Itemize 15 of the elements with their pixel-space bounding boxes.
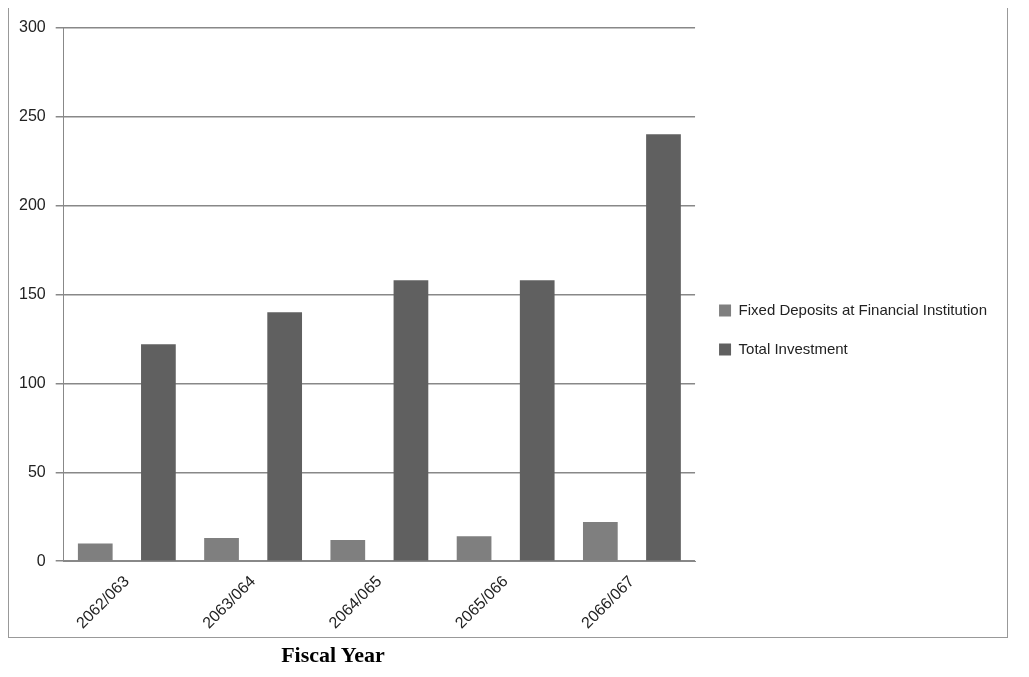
bar bbox=[646, 134, 681, 561]
bar bbox=[267, 312, 303, 561]
bar bbox=[141, 344, 176, 561]
y-tick-label: 200 bbox=[18, 195, 46, 213]
x-axis-title: Fiscal Year bbox=[280, 642, 386, 668]
legend-label: Fixed Deposits at Financial Institution bbox=[738, 300, 987, 318]
y-tick-label: 150 bbox=[18, 284, 46, 302]
y-tick-label: 50 bbox=[27, 462, 46, 480]
bar bbox=[519, 280, 555, 561]
legend-label: Total Investment bbox=[738, 339, 849, 357]
y-tick-label: 250 bbox=[18, 106, 46, 124]
bar bbox=[393, 280, 429, 561]
y-tick-label: 300 bbox=[18, 18, 46, 36]
y-tick-label: 0 bbox=[36, 551, 46, 569]
y-tick-label: 100 bbox=[18, 373, 46, 391]
